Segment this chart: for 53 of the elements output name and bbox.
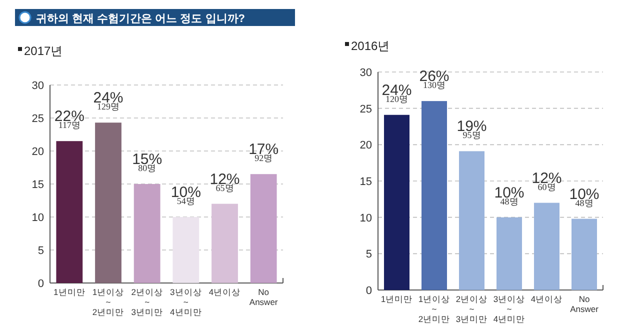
x-tick-label: 3년이상 ~ 4년미만 xyxy=(493,294,526,324)
x-tick-label: 4년이상 xyxy=(208,287,241,297)
bar xyxy=(422,101,447,290)
x-tick-label: 2년이상 ~ 3년미만 xyxy=(456,294,488,324)
bar xyxy=(384,114,410,290)
y-tick-label: 20 xyxy=(360,140,372,152)
data-label: 22% 117명 xyxy=(54,108,84,130)
x-tick-label: 2년이상 ~ 3년미만 xyxy=(131,287,163,317)
y-tick-label: 5 xyxy=(366,248,372,261)
x-tick-label: 1년미만 xyxy=(54,287,86,297)
chart-title: 귀하의 현재 수험기간은 어느 정도 입니까? xyxy=(36,13,246,25)
y-tick-label: 15 xyxy=(360,176,372,188)
data-label: 12% 60명 xyxy=(532,170,562,192)
bar xyxy=(172,217,200,283)
bar xyxy=(496,217,522,290)
y-tick-label: 25 xyxy=(32,113,44,125)
chart-title: 2016년 xyxy=(351,39,390,53)
data-label: 12% 65명 xyxy=(210,170,240,193)
data-label: 10% 54명 xyxy=(170,184,201,206)
x-tick-label: No Answer xyxy=(249,287,278,307)
y-tick-label: 10 xyxy=(360,212,372,224)
y-tick-label: 20 xyxy=(32,146,44,158)
chart-subtitle: 2017년 xyxy=(24,44,63,58)
x-tick-label: 1년이상 ~ 2년미만 xyxy=(92,287,124,317)
y-tick-label: 30 xyxy=(360,67,372,79)
y-tick-label: 0 xyxy=(38,278,44,290)
y-tick-label: 10 xyxy=(32,212,44,224)
x-tick-label: 1년이상 ~ 2년미만 xyxy=(418,294,450,324)
bar xyxy=(572,218,597,290)
x-tick-label: 1년미만 xyxy=(380,294,413,304)
data-label: 19% 95명 xyxy=(456,118,487,140)
bar xyxy=(56,141,83,283)
data-label: 26% 130명 xyxy=(419,68,450,90)
x-tick-label: 4년이상 xyxy=(530,294,563,304)
x-tick-label: 3년이상 ~ 4년미만 xyxy=(170,287,202,317)
y-tick-label: 30 xyxy=(32,80,44,92)
data-label: 24% 129명 xyxy=(93,90,124,112)
bar xyxy=(534,202,560,290)
y-tick-label: 5 xyxy=(38,245,44,257)
data-label: 10% 48명 xyxy=(494,184,524,206)
y-tick-label: 0 xyxy=(366,285,372,297)
data-label: 10% 48명 xyxy=(569,186,600,208)
data-label: 24% 120명 xyxy=(382,82,412,104)
bar xyxy=(212,204,238,283)
x-tick-label: No Answer xyxy=(570,294,599,314)
y-tick-label: 15 xyxy=(32,179,44,191)
y-tick-label: 25 xyxy=(360,103,372,116)
data-label: 17% 92명 xyxy=(248,141,279,164)
bar xyxy=(459,151,484,290)
bar xyxy=(95,122,122,283)
bar xyxy=(250,174,277,283)
data-label: 15% 80명 xyxy=(132,151,162,173)
bar xyxy=(134,184,160,283)
